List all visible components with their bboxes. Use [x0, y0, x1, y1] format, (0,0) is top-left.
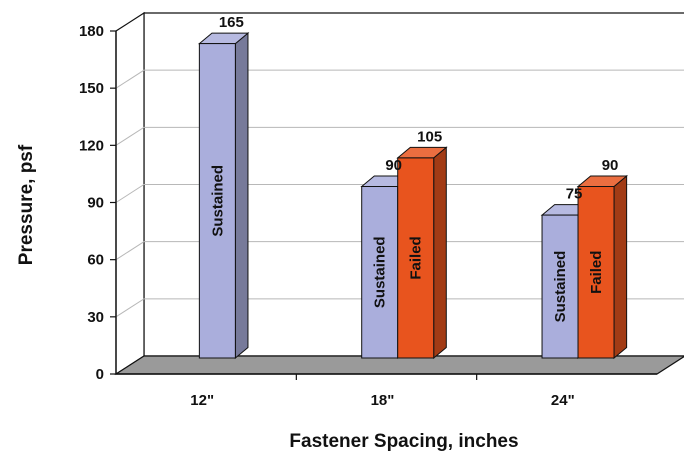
- labels: Sustained 165 Sustained 90 Failed 105 Sustaine…: [209, 14, 618, 322]
- gridline: [115, 241, 684, 261]
- bar-series-label: Sustained: [372, 236, 389, 308]
- bar-side: [613, 174, 628, 360]
- x-tick-label: 18": [371, 392, 395, 409]
- y-tick-label: 120: [79, 137, 104, 154]
- bar-series-label: Sustained: [552, 251, 569, 323]
- gridline: [115, 126, 684, 146]
- bar-side: [433, 146, 447, 360]
- y-axis-title: Pressure, psf: [16, 144, 37, 265]
- bar-series-label: Sustained: [209, 165, 226, 237]
- data-label: 165: [219, 14, 244, 31]
- floor-plane: [113, 355, 684, 375]
- data-label: 90: [385, 157, 402, 174]
- bar-front: [397, 157, 435, 359]
- bar-sustained-0: [197, 32, 250, 360]
- x-tick-label: 12": [190, 392, 214, 409]
- bar-failed-1: [396, 146, 448, 360]
- bar-front: [198, 43, 236, 359]
- bar-series-label: Failed: [588, 251, 605, 294]
- x-tick-label: 24": [551, 392, 575, 409]
- bar-series-label: Failed: [408, 236, 425, 279]
- data-label: 90: [602, 157, 619, 174]
- bar-front: [577, 186, 615, 359]
- y-tick-label: 150: [79, 80, 104, 97]
- data-label: 105: [417, 128, 442, 145]
- y-tick-label: 0: [96, 366, 104, 383]
- chart-floor: [113, 355, 684, 375]
- y-tick-label: 180: [79, 23, 104, 40]
- bar-front: [361, 186, 399, 359]
- bar-failed-2: [576, 174, 629, 360]
- gridline: [115, 298, 684, 318]
- axes: 0 30 60 90 120 150 180 12" 18" 24": [79, 23, 657, 409]
- y-tick-label: 30: [87, 309, 104, 326]
- y-tick-label: 60: [87, 252, 104, 269]
- bar-side: [234, 32, 249, 360]
- gridlines: [115, 69, 684, 318]
- gridline: [115, 184, 684, 203]
- gridline: [115, 69, 684, 89]
- y-tick-label: 90: [87, 195, 104, 212]
- data-label: 75: [566, 186, 583, 203]
- bar-front: [541, 214, 579, 359]
- x-axis-title: Fastener Spacing, inches: [289, 431, 518, 452]
- bars: [197, 32, 629, 360]
